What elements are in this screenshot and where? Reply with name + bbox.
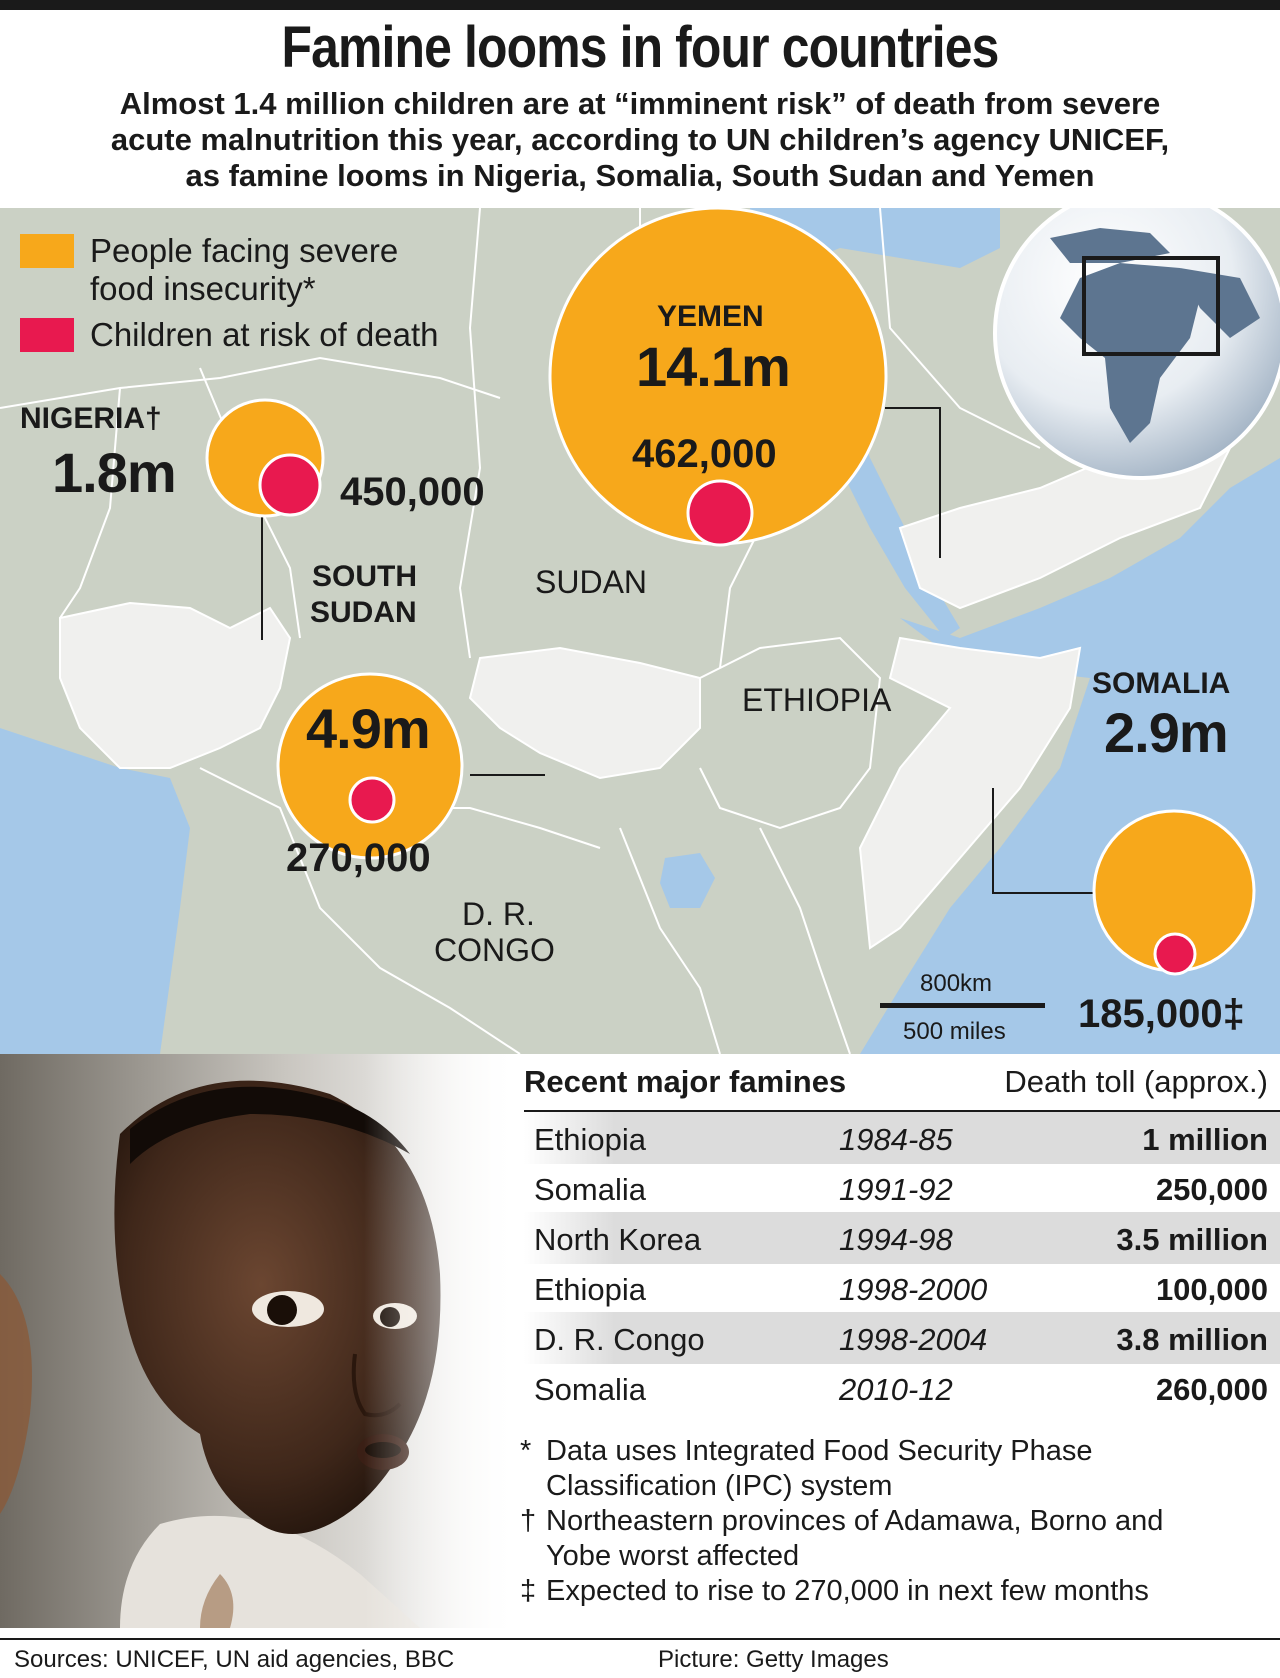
table-row: D. R. Congo 1998-2004 3.8 million	[524, 1312, 1280, 1365]
famine-toll: 3.5 million	[1116, 1222, 1268, 1257]
famine-country: Somalia	[534, 1372, 646, 1407]
child-photo-illustration	[0, 1054, 520, 1628]
globe-europe	[1050, 228, 1170, 263]
lake-victoria	[660, 853, 715, 908]
map-background	[0, 208, 1280, 1054]
south-sudan-people-bubble	[276, 672, 464, 860]
famine-toll: 260,000	[1155, 1372, 1268, 1407]
subtitle-line: Almost 1.4 million children are at “immi…	[119, 86, 1161, 121]
nigeria-shape	[59, 601, 292, 769]
south-sudan-children-value: 270,000	[286, 836, 431, 880]
footnote-line: Northeastern provinces of Adamawa, Borno…	[546, 1505, 1164, 1537]
south-sudan-label-line2: SUDAN	[310, 596, 417, 629]
footnote-mark: †	[520, 1505, 537, 1537]
yemen-label: YEMEN	[657, 300, 764, 333]
legend: People facing severe food insecurity* Ch…	[20, 232, 450, 362]
picture-credit: Picture: Getty Images	[658, 1646, 889, 1673]
nigeria-children-value: 450,000	[340, 470, 485, 514]
yemen-people-value: 14.1m	[636, 335, 791, 398]
famine-country: Somalia	[534, 1172, 646, 1207]
somalia-people-value: 2.9m	[1104, 701, 1229, 764]
scale-km-label: 800km	[920, 970, 993, 997]
footnote-text: Northeastern provinces of Adamawa, Borno…	[546, 1504, 1163, 1574]
famine-years: 1984-85	[839, 1122, 953, 1157]
footnote-somalia: ‡ Expected to rise to 270,000 in next fe…	[520, 1574, 1270, 1609]
footnote-mark: *	[520, 1435, 532, 1467]
legend-label: Children at risk of death	[90, 316, 439, 353]
south-sudan-people-value: 4.9m	[306, 697, 431, 760]
subtitle-line: acute malnutrition this year, according …	[110, 122, 1170, 157]
nigeria-children-bubble	[258, 453, 322, 517]
footnote-line: Expected to rise to 270,000 in next few …	[546, 1575, 1149, 1607]
death-toll-heading: Death toll (approx.)	[1004, 1064, 1268, 1099]
footnote-ipc: * Data uses Integrated Food Security Pha…	[520, 1434, 1270, 1504]
sudan-label: SUDAN	[535, 564, 648, 600]
scale-bar	[880, 1003, 1045, 1008]
top-rule	[0, 0, 1280, 10]
sources-credit: Sources: UNICEF, UN aid agencies, BBC	[14, 1646, 455, 1673]
table-row: Ethiopia 1984-85 1 million	[524, 1112, 1280, 1165]
legend-swatch-orange	[20, 234, 74, 268]
footnote-text: Data uses Integrated Food Security Phase…	[546, 1434, 1092, 1504]
footnote-line: Data uses Integrated Food Security Phase	[546, 1435, 1093, 1467]
table-row: Somalia 1991-92 250,000	[524, 1162, 1280, 1215]
south-sudan-shape	[468, 646, 701, 780]
somalia-children-bubble	[1153, 932, 1197, 976]
south-sudan-label-line1: SOUTH	[312, 560, 417, 593]
famine-years: 1991-92	[839, 1172, 953, 1207]
legend-item-food-insecurity: People facing severe food insecurity*	[20, 232, 450, 308]
leader-lines	[261, 407, 1100, 894]
famine-toll: 250,000	[1155, 1172, 1268, 1207]
scale-miles-label: 500 miles	[903, 1018, 1006, 1045]
table-row: North Korea 1994-98 3.5 million	[524, 1212, 1280, 1265]
footnote-line: Yobe worst affected	[546, 1540, 800, 1572]
legend-item-children: Children at risk of death	[20, 316, 450, 354]
subtitle-line: as famine looms in Nigeria, Somalia, Sou…	[185, 158, 1095, 193]
dr-congo-label-line1: D. R.	[462, 896, 535, 932]
famine-country: Ethiopia	[534, 1272, 647, 1307]
footnote-mark: ‡	[520, 1575, 537, 1607]
famine-toll: 1 million	[1142, 1122, 1268, 1157]
table-row: Ethiopia 1998-2000 100,000	[524, 1262, 1280, 1315]
yemen-children-value: 462,000	[632, 432, 777, 476]
famine-toll: 100,000	[1155, 1272, 1268, 1307]
nigeria-people-value: 1.8m	[52, 441, 177, 504]
nigeria-label: NIGERIA†	[20, 402, 162, 435]
yemen-children-bubble	[686, 479, 754, 547]
legend-swatch-red	[20, 318, 74, 352]
famines-heading: Recent major famines	[524, 1064, 847, 1099]
somalia-children-value: 185,000‡	[1078, 992, 1245, 1036]
somalia-label: SOMALIA	[1092, 667, 1231, 700]
famine-country: North Korea	[534, 1222, 702, 1257]
headline: Famine looms in four countries	[281, 15, 1000, 80]
subtitle: Almost 1.4 million children are at “immi…	[20, 86, 1260, 194]
famine-years: 1998-2004	[839, 1322, 988, 1357]
footer: Sources: UNICEF, UN aid agencies, BBC Pi…	[0, 1638, 1280, 1678]
atlantic-ocean	[0, 728, 190, 1054]
dr-congo-label-line2: CONGO	[434, 932, 555, 968]
famine-years: 1994-98	[839, 1222, 953, 1257]
famine-country: D. R. Congo	[534, 1322, 705, 1357]
footnote-text: Expected to rise to 270,000 in next few …	[546, 1574, 1149, 1609]
footnote-line: Classification (IPC) system	[546, 1470, 893, 1502]
ethiopia-label: ETHIOPIA	[742, 682, 892, 718]
famine-years: 2010-12	[839, 1372, 953, 1407]
globe-locator-box	[1082, 256, 1220, 356]
table-row: Somalia 2010-12 260,000	[524, 1362, 1280, 1415]
child-photo	[0, 1054, 520, 1628]
footnotes: * Data uses Integrated Food Security Pha…	[520, 1434, 1270, 1609]
famines-table-header: Recent major famines Death toll (approx.…	[524, 1054, 1280, 1112]
somalia-shape	[858, 636, 1082, 950]
legend-label: People facing severe food insecurity*	[90, 232, 399, 307]
famine-toll: 3.8 million	[1116, 1322, 1268, 1357]
famine-country: Ethiopia	[534, 1122, 647, 1157]
footnote-nigeria: † Northeastern provinces of Adamawa, Bor…	[520, 1504, 1270, 1574]
famine-years: 1998-2000	[839, 1272, 988, 1307]
map: NIGERIA† 1.8m 450,000 YEMEN 14.1m 462,00…	[0, 208, 1280, 1054]
south-sudan-children-bubble	[348, 776, 396, 824]
